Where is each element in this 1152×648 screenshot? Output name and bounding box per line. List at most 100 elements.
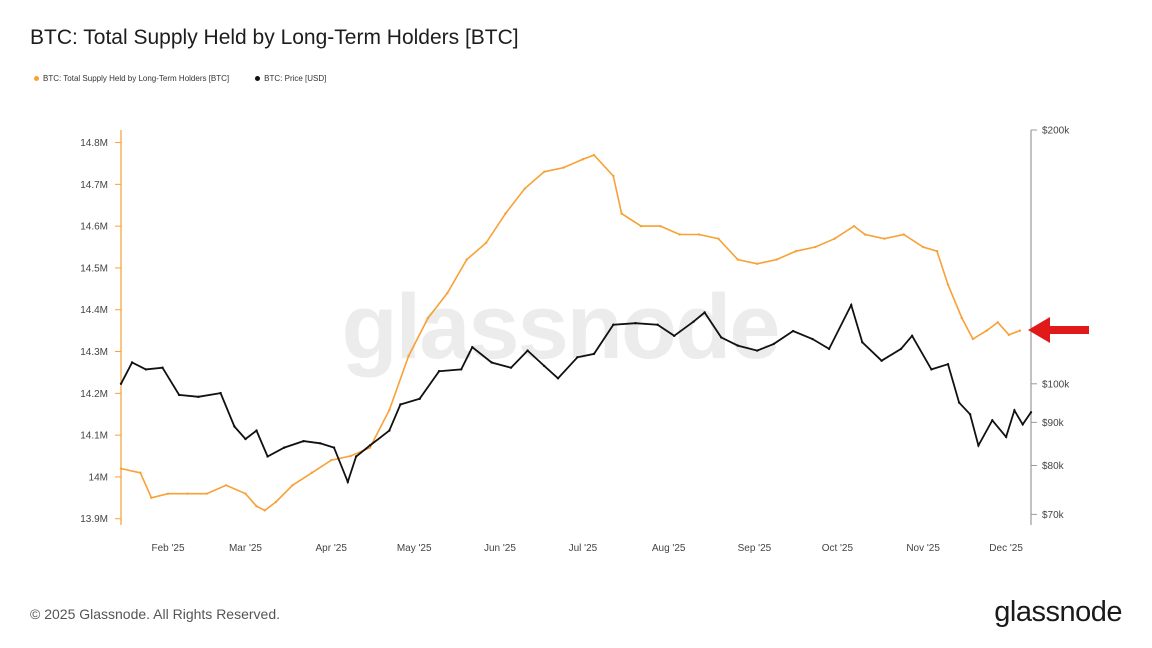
supply-point — [971, 337, 975, 341]
supply-point — [291, 484, 294, 487]
x-tick-label: May '25 — [397, 543, 432, 554]
price-point — [811, 337, 814, 341]
price-point — [692, 320, 695, 323]
copyright-footer: © 2025 Glassnode. All Rights Reserved. — [30, 606, 281, 622]
legend-label-supply: BTC: Total Supply Held by Long-Term Hold… — [43, 74, 230, 83]
supply-point — [166, 492, 170, 495]
supply-point — [542, 170, 546, 173]
price-point — [991, 419, 994, 422]
series-line-supply — [120, 154, 1021, 512]
price-point — [490, 361, 493, 364]
supply-point — [612, 174, 615, 178]
legend-swatch-price — [255, 76, 261, 81]
supply-point — [985, 329, 988, 332]
supply-point — [504, 212, 507, 215]
supply-point — [736, 258, 740, 261]
supply-point — [523, 187, 527, 190]
legend-label-price: BTC: Price [USD] — [264, 74, 327, 83]
supply-point — [263, 509, 267, 512]
supply-point — [775, 258, 778, 261]
left-tick-label: 14.7M — [80, 180, 108, 191]
price-point — [1004, 435, 1008, 439]
supply-point — [717, 237, 720, 240]
price-point — [556, 377, 560, 380]
supply-point — [592, 153, 596, 157]
price-point — [910, 334, 914, 338]
chart-legend: BTC: Total Supply Held by Long-Term Hold… — [34, 74, 326, 83]
price-point — [880, 359, 883, 362]
price-point — [437, 369, 441, 373]
x-tick-label: Aug '25 — [652, 543, 686, 554]
price-point — [772, 342, 775, 346]
watermark: glassnode — [341, 276, 778, 378]
price-point — [1021, 423, 1024, 426]
price-point — [592, 352, 596, 356]
price-point — [977, 444, 980, 447]
price-point — [471, 346, 474, 349]
supply-point — [119, 467, 123, 470]
supply-point — [794, 250, 798, 253]
price-point — [968, 413, 972, 416]
price-point — [509, 366, 513, 369]
price-point — [460, 368, 463, 371]
price-point — [946, 362, 950, 366]
left-tick-label: 14.4M — [80, 305, 108, 316]
supply-point — [244, 492, 247, 495]
price-point — [576, 356, 579, 359]
supply-point — [639, 224, 643, 228]
left-tick-label: 14.1M — [80, 431, 108, 442]
supply-point — [186, 492, 189, 495]
price-point — [542, 364, 546, 368]
legend-item-price[interactable]: BTC: Price [USD] — [255, 74, 326, 83]
legend-item-supply[interactable]: BTC: Total Supply Held by Long-Term Hold… — [34, 74, 229, 83]
supply-point — [833, 237, 836, 240]
price-point — [791, 329, 795, 333]
price-point — [354, 455, 358, 458]
supply-point — [1007, 333, 1011, 337]
supply-point — [863, 233, 867, 236]
x-tick-label: Dec '25 — [989, 543, 1023, 554]
series-points — [119, 153, 1033, 512]
x-tick-label: Jul '25 — [569, 543, 598, 554]
right-tick-label: $90k — [1042, 418, 1065, 429]
right-tick-label: $80k — [1042, 461, 1065, 472]
price-point — [161, 366, 164, 369]
left-tick-label: 14.3M — [80, 347, 108, 358]
supply-point — [960, 316, 964, 320]
left-tick-label: 14M — [89, 472, 108, 483]
price-point — [282, 446, 286, 449]
left-axis-ticks: 14.8M 14.7M 14.6M 14.5M 14.4M 14.3M 14.2M 14.1M… — [80, 138, 121, 525]
price-point — [244, 437, 247, 441]
supply-point — [465, 258, 468, 261]
x-tick-label: Sep '25 — [738, 543, 772, 554]
price-point — [861, 341, 864, 344]
price-point — [634, 321, 637, 325]
brand-logo: glassnode — [994, 596, 1122, 628]
price-point — [346, 480, 350, 484]
supply-point — [883, 237, 886, 240]
supply-point — [224, 484, 228, 487]
supply-point — [349, 454, 352, 458]
x-tick-label: Oct '25 — [822, 543, 854, 554]
price-point — [388, 429, 391, 432]
price-point — [827, 347, 831, 351]
price-point — [1013, 409, 1016, 412]
chart-title: BTC: Total Supply Held by Long-Term Hold… — [30, 26, 519, 49]
price-point — [255, 429, 258, 432]
left-tick-label: 14.6M — [80, 222, 108, 233]
supply-point — [255, 504, 258, 508]
x-tick-label: Jun '25 — [484, 543, 516, 554]
price-point — [418, 397, 421, 400]
supply-point — [484, 241, 488, 245]
supply-point — [407, 354, 410, 357]
price-point — [957, 401, 961, 404]
right-axis-ticks: $200k $100k $90k $80k $70k — [1031, 126, 1070, 521]
price-point — [197, 395, 200, 399]
supply-point — [139, 471, 142, 474]
supply-point — [921, 245, 925, 249]
price-point — [656, 323, 659, 326]
supply-point — [902, 233, 905, 236]
supply-point — [205, 492, 208, 495]
supply-point — [620, 212, 623, 215]
